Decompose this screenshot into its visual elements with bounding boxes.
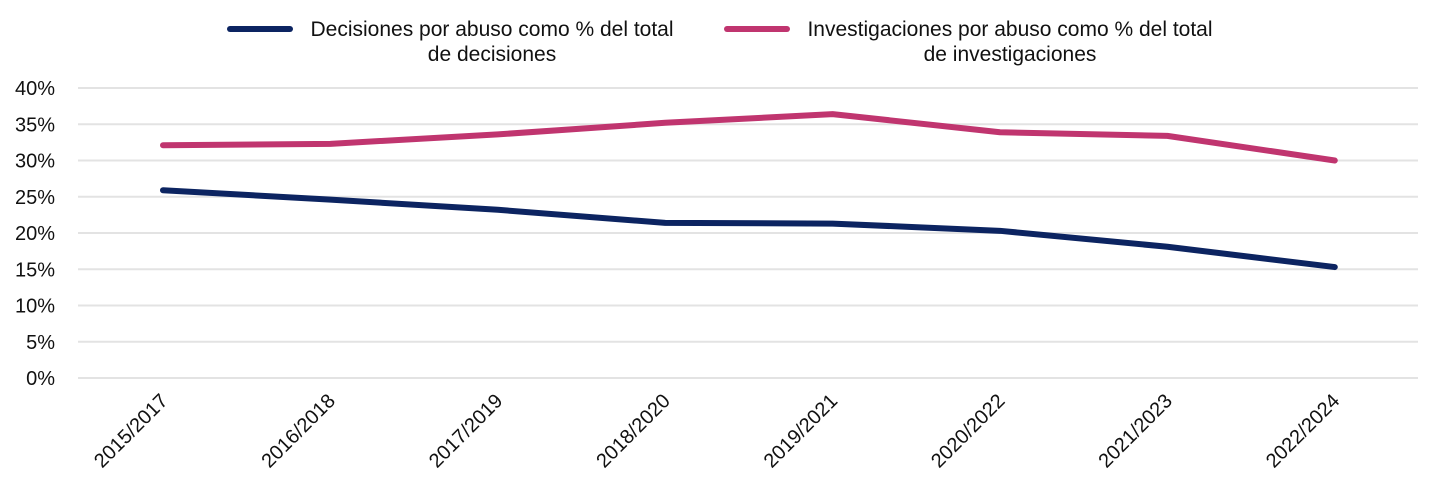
- y-tick-label: 20%: [15, 223, 55, 245]
- legend-label: de decisiones: [428, 43, 556, 66]
- x-tick-label: 2019/2021: [760, 390, 842, 472]
- legend-label: de investigaciones: [924, 43, 1097, 66]
- y-tick-label: 35%: [15, 114, 55, 136]
- x-tick-label: 2018/2020: [592, 390, 674, 472]
- y-tick-label: 30%: [15, 151, 55, 173]
- y-tick-label: 5%: [26, 332, 55, 354]
- x-tick-label: 2017/2019: [425, 390, 507, 472]
- series-line-1: [160, 187, 1338, 271]
- legend: Decisiones por abuso como % del totalde …: [227, 18, 1213, 66]
- gridlines: [78, 87, 1418, 379]
- legend-label: Decisiones por abuso como % del total: [310, 18, 673, 41]
- series-line-2: [160, 111, 1338, 164]
- legend-label: Investigaciones por abuso como % del tot…: [807, 18, 1212, 41]
- y-axis-ticks: 0% 5% 10% 15% 20% 25% 30% 35% 40%: [15, 78, 55, 390]
- x-tick-label: 2015/2017: [90, 390, 172, 472]
- x-tick-label: 2021/2023: [1095, 390, 1177, 472]
- series-lines: [160, 111, 1338, 271]
- y-tick-label: 0%: [26, 368, 55, 390]
- x-tick-label: 2020/2022: [927, 390, 1009, 472]
- y-tick-label: 15%: [15, 259, 55, 281]
- y-tick-label: 40%: [15, 78, 55, 100]
- y-tick-label: 10%: [15, 296, 55, 318]
- y-tick-label: 25%: [15, 187, 55, 209]
- x-tick-label: 2022/2024: [1262, 390, 1344, 472]
- x-axis-ticks: 2015/2017 2016/2018 2017/2019 2018/2020 2019…: [90, 390, 1344, 472]
- x-tick-label: 2016/2018: [258, 390, 340, 472]
